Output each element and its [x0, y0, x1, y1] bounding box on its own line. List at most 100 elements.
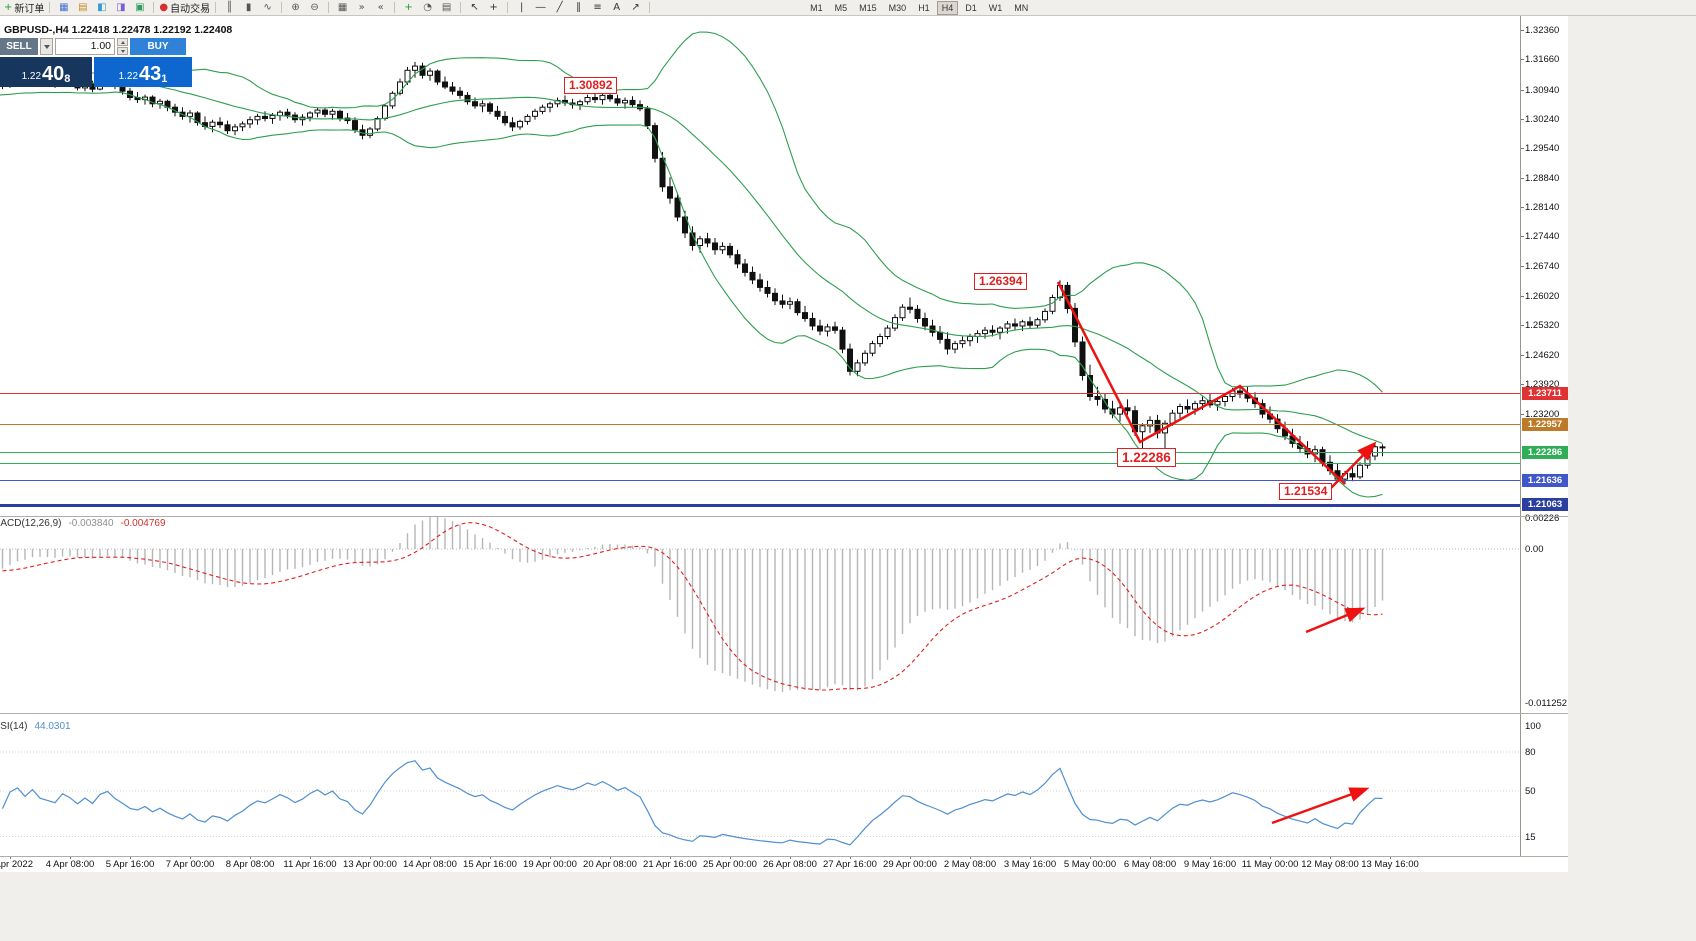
toolbar-separator [507, 2, 509, 13]
date-axis-tick [1330, 856, 1331, 859]
date-axis-label: 29 Apr 00:00 [883, 859, 937, 870]
profiles-icon[interactable]: ▤ [73, 1, 92, 15]
time-axis[interactable]: 1 Apr 2022 4 Apr 08:00 5 Apr 16:00 7 Apr 00… [0, 856, 1568, 872]
timeframe-M5[interactable]: M5 [834, 2, 848, 13]
navigator-icon[interactable]: ◨ [111, 1, 130, 15]
crosshair-icon[interactable]: + [484, 1, 503, 15]
panel-separator-chart-macd[interactable] [0, 516, 1568, 517]
line-chart-icon[interactable]: ∿ [258, 1, 277, 15]
level-line-1.23711[interactable] [0, 393, 1520, 394]
market-watch-icon[interactable]: ◧ [92, 1, 111, 15]
chart-price-flag-1.26394[interactable]: 1.26394 [974, 273, 1028, 290]
rsi-scale-label: 80 [1525, 747, 1536, 758]
level-line-1.21636[interactable] [0, 480, 1520, 481]
date-axis-tick [1390, 856, 1391, 859]
date-axis-label: 14 Apr 08:00 [403, 859, 457, 870]
timeframe-M30[interactable]: M30 [888, 2, 907, 13]
vertical-line-icon[interactable]: | [512, 1, 531, 15]
chart-price-flag-1.22286[interactable]: 1.22286 [1117, 448, 1176, 467]
volume-dropdown-button[interactable] [40, 38, 53, 55]
trendline-icon[interactable]: ╱ [550, 1, 569, 15]
terminal-icon[interactable]: ▣ [130, 1, 149, 15]
level-line-1.22957[interactable] [0, 424, 1520, 425]
volume-input[interactable]: 1.00 [55, 38, 115, 55]
price-axis-tick [1521, 236, 1524, 238]
charts-grid-icon[interactable]: ▦ [54, 1, 73, 15]
toolbar-separator [394, 2, 396, 13]
date-axis-tick [490, 856, 491, 859]
timeframe-H4[interactable]: H4 [936, 0, 959, 15]
price-axis-label: 1.30940 [1525, 84, 1560, 96]
price-axis-label: 1.27440 [1525, 231, 1560, 243]
toolbar-separator [460, 2, 462, 13]
volume-down-icon[interactable] [117, 47, 128, 55]
candle-chart-icon[interactable]: ▮ [239, 1, 258, 15]
macd-indicator-panel[interactable] [0, 517, 1520, 712]
toolbar-separator [215, 2, 217, 13]
date-axis-tick [1270, 856, 1271, 859]
text-icon: A [613, 1, 621, 13]
timeframe-W1[interactable]: W1 [988, 2, 1003, 13]
candlestick-chart[interactable] [0, 16, 1520, 515]
chart-price-flag-1.21534[interactable]: 1.21534 [1279, 483, 1333, 500]
chart-ohlc-readout: GBPUSD-,H4 1.22418 1.22478 1.22192 1.224… [4, 24, 233, 36]
date-axis-label: 6 May 08:00 [1123, 859, 1177, 870]
timeframe-M1[interactable]: M1 [810, 2, 823, 13]
sell-price-display[interactable]: 1.22 40 8 [0, 57, 92, 87]
zoom-out-icon[interactable]: ⊖ [305, 1, 324, 15]
buy-button[interactable]: BUY [130, 38, 186, 55]
price-axis-tick [1521, 295, 1524, 297]
sell-button[interactable]: SELL [0, 38, 38, 55]
level-line-1.21063[interactable] [0, 504, 1520, 507]
tile-windows-icon[interactable]: ▦ [333, 1, 352, 15]
buy-price-display[interactable]: 1.22 43 1 [94, 57, 192, 87]
chart-shift-icon[interactable]: « [371, 1, 390, 15]
price-axis[interactable]: 1.32360 1.31660 1.30940 1.30240 1.29540 1.288… [1520, 16, 1568, 856]
date-axis-tick [310, 856, 311, 859]
timeframe-D1[interactable]: D1 [965, 2, 977, 13]
vertical-line-icon: | [519, 1, 524, 13]
macd-scale-label: 0.00226 [1525, 513, 1560, 525]
level-line-1.2203[interactable] [0, 463, 1520, 464]
indicators-icon[interactable]: + [399, 1, 418, 15]
timeframe-group: M1 M5 M15 M30 H1 H4 D1 W1 MN [804, 0, 1034, 15]
auto-scroll-icon[interactable]: » [352, 1, 371, 15]
date-axis-label: 1 Apr 2022 [0, 859, 33, 870]
buy-price-base: 1.22 [118, 71, 139, 82]
navigator-icon: ◨ [116, 1, 126, 13]
terminal-icon: ▣ [135, 1, 145, 13]
autotrading-button[interactable]: ● 自动交易 [158, 1, 211, 16]
rsi-indicator-panel[interactable] [0, 720, 1520, 858]
periods-icon[interactable]: ◔ [418, 1, 437, 15]
panel-separator-macd-rsi[interactable] [0, 713, 1568, 714]
fibonacci-icon[interactable]: ≡ [588, 1, 607, 15]
price-axis-tick [1521, 354, 1524, 356]
volume-stepper[interactable] [117, 38, 128, 55]
date-axis-label: 21 Apr 16:00 [643, 859, 697, 870]
date-axis-label: 20 Apr 08:00 [583, 859, 637, 870]
timeframe-MN[interactable]: MN [1014, 2, 1029, 13]
price-axis-label: 1.31660 [1525, 54, 1560, 66]
level-line-1.22286[interactable] [0, 452, 1520, 453]
date-axis-label: 3 May 16:00 [1003, 859, 1057, 870]
horizontal-line-icon[interactable]: ― [531, 1, 550, 15]
volume-up-icon[interactable] [117, 38, 128, 46]
timeframe-M15[interactable]: M15 [859, 2, 877, 13]
date-axis-tick [370, 856, 371, 859]
chart-price-flag-1.30892[interactable]: 1.30892 [564, 77, 618, 94]
text-icon[interactable]: A [607, 1, 626, 15]
channel-icon[interactable]: ∥ [569, 1, 588, 15]
timeframe-H1[interactable]: H1 [918, 2, 930, 13]
cursor-icon[interactable]: ↖ [465, 1, 484, 15]
bar-chart-icon[interactable]: ║ [220, 1, 239, 15]
arrows-icon[interactable]: ↗ [626, 1, 645, 15]
macd-signal-value: -0.004769 [120, 518, 166, 529]
macd-scale-label: 0.00 [1525, 544, 1544, 555]
price-tag-1.21063: 1.21063 [1522, 497, 1568, 511]
templates-icon[interactable]: ▤ [437, 1, 456, 15]
date-axis-label: 11 Apr 16:00 [283, 859, 337, 870]
zoom-in-icon[interactable]: ⊕ [286, 1, 305, 15]
new-order-button[interactable]: + 新订单 [3, 1, 45, 16]
macd-label: MACD(12,26,9) -0.003840 -0.004769 [0, 518, 166, 529]
price-axis-tick [1521, 148, 1524, 150]
